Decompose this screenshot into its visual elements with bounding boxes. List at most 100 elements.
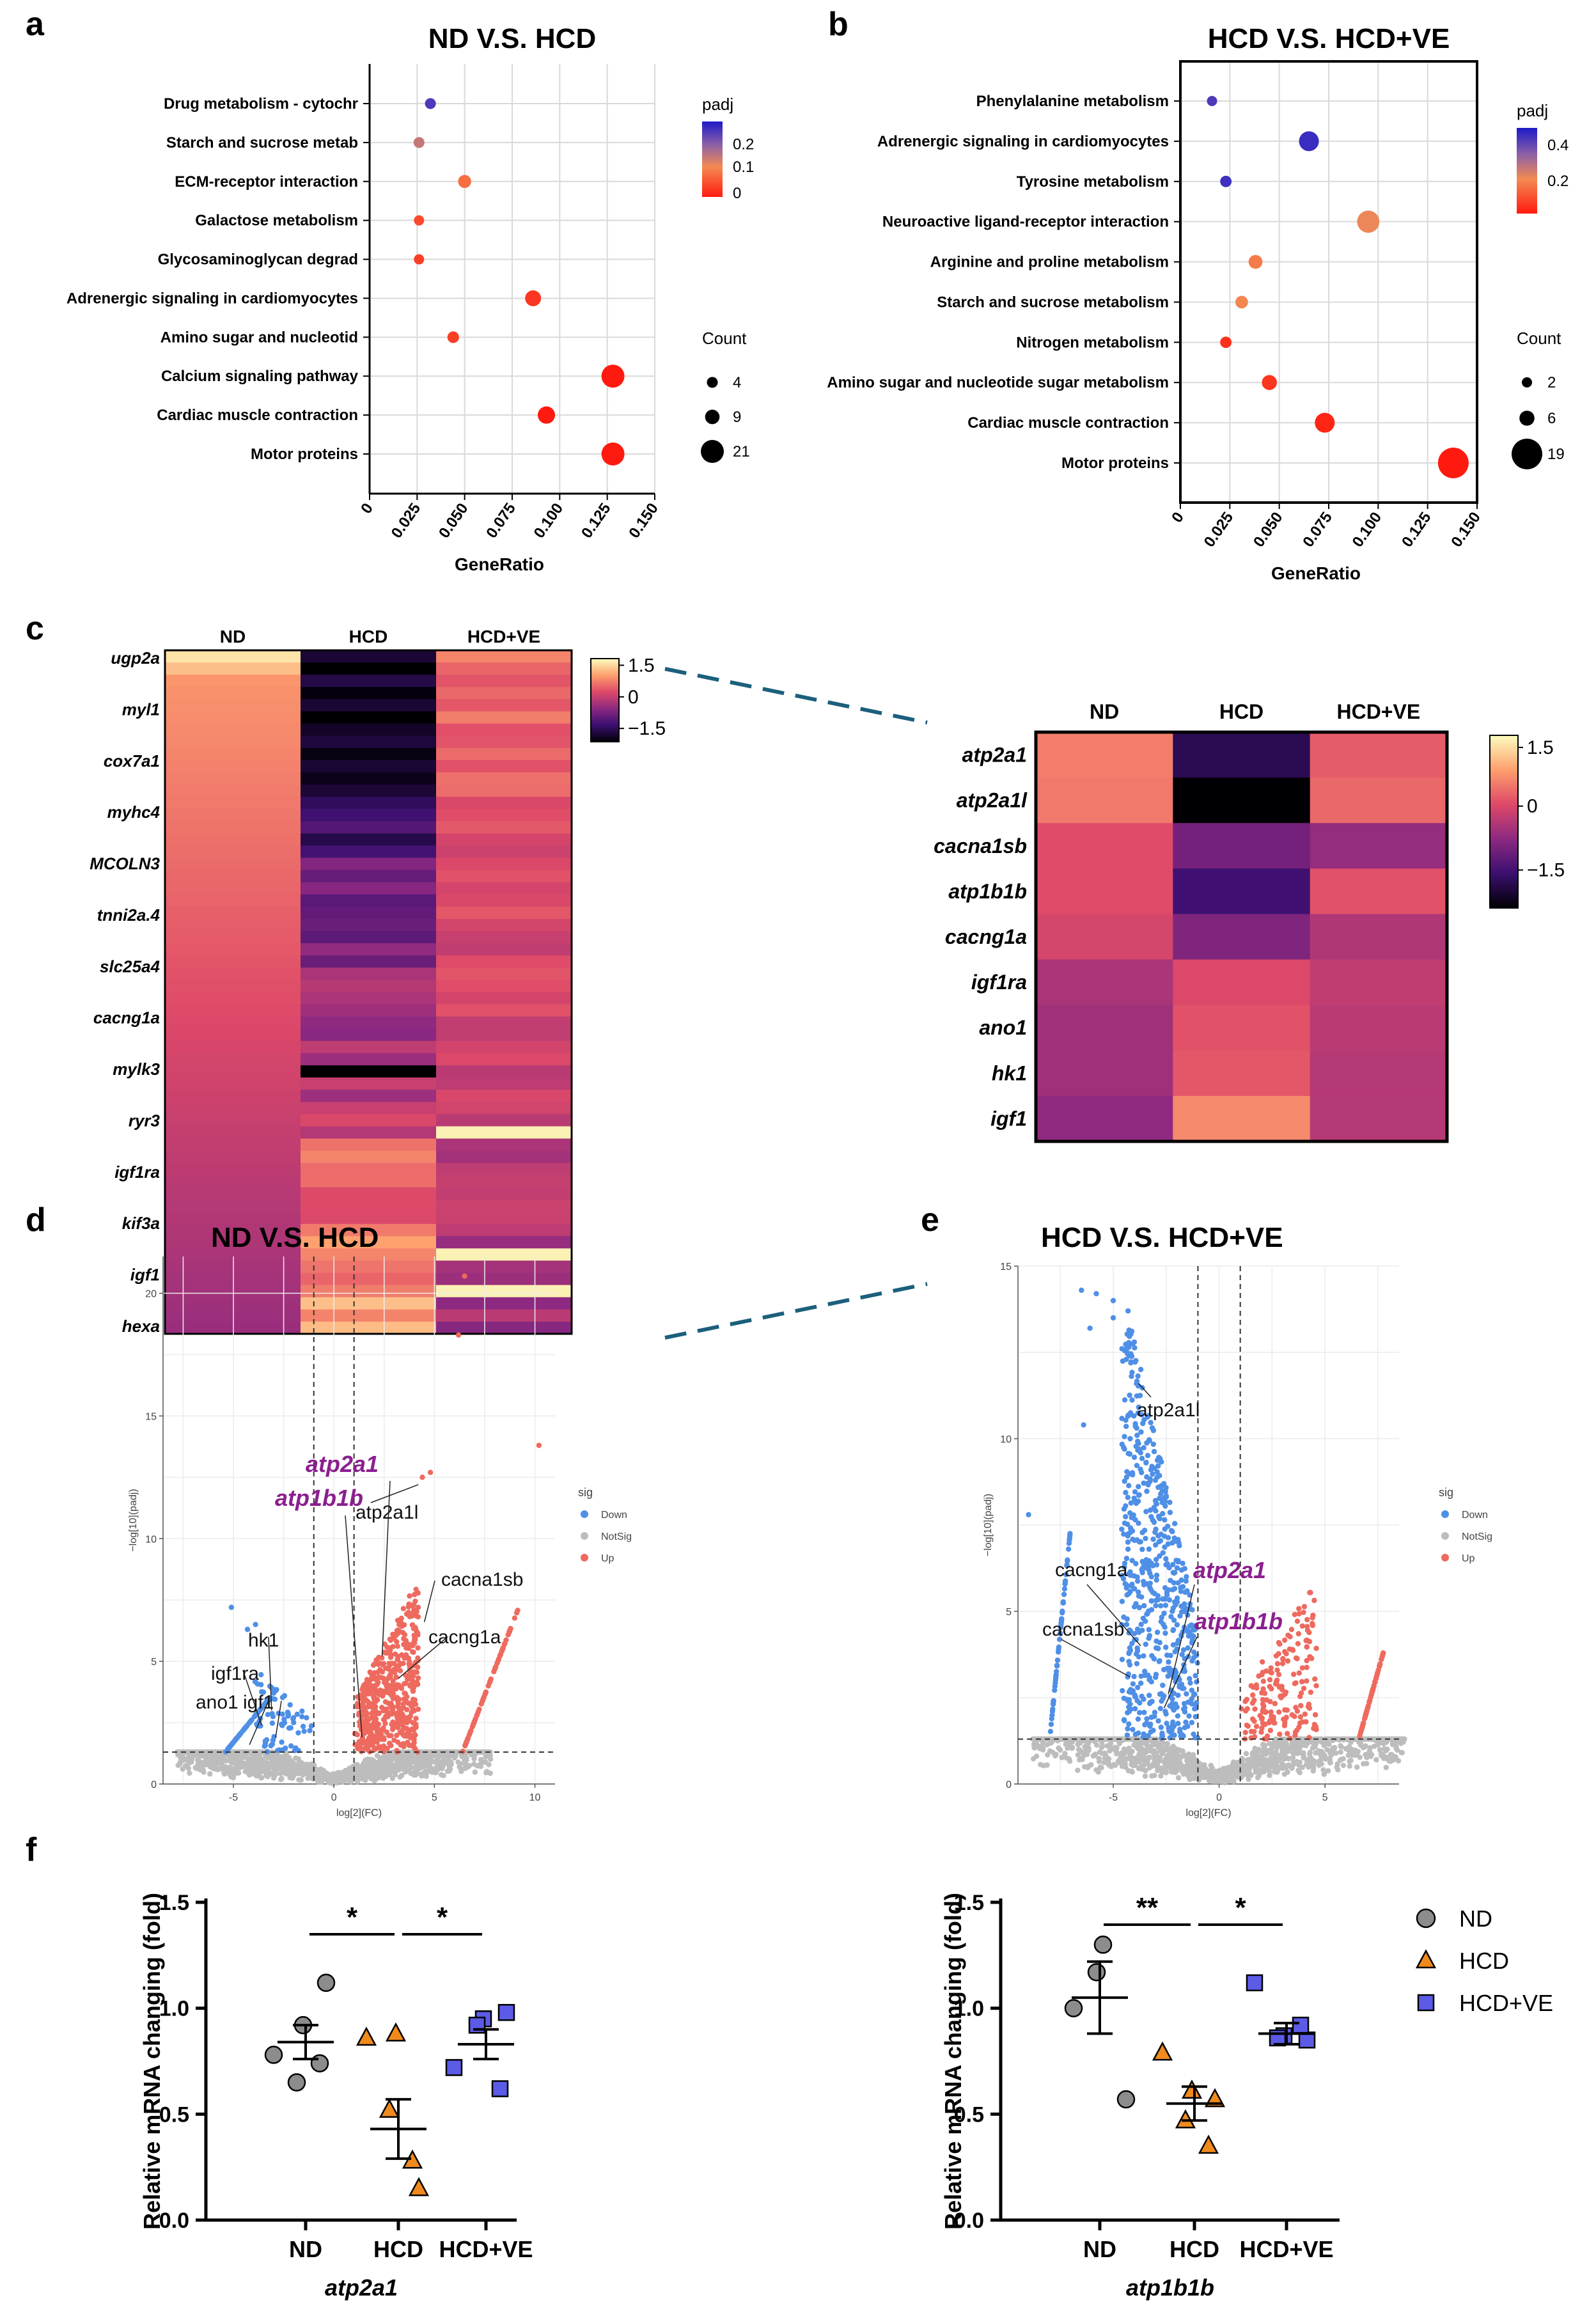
volcano-point (1169, 1759, 1175, 1765)
heatmap-cell (165, 882, 301, 895)
x-tick-label: 0.100 (1349, 509, 1386, 551)
volcano-point (249, 1765, 256, 1771)
volcano-point (1185, 1765, 1191, 1771)
color-tick-label: 0 (733, 185, 741, 202)
bubble-point (1299, 131, 1319, 152)
heatmap-cell (165, 1150, 301, 1164)
y-tick-label: 0 (151, 1780, 157, 1790)
volcano-point (206, 1760, 212, 1766)
category-label: Phenylalanine metabolism (976, 93, 1169, 110)
volcano-point (233, 1735, 239, 1742)
x-tick-label: 0.125 (578, 500, 614, 542)
bubble-point (537, 406, 556, 424)
volcano-point (352, 1731, 358, 1737)
volcano-point (394, 1696, 400, 1702)
volcano-point (462, 1761, 468, 1767)
volcano-point (276, 1710, 281, 1716)
volcano-point (1174, 1599, 1180, 1605)
volcano-point (1137, 1710, 1143, 1716)
volcano-point (253, 1622, 258, 1627)
gene-label-leader (268, 1636, 272, 1710)
volcano-point (1142, 1618, 1148, 1624)
volcano-point (1131, 1631, 1138, 1636)
heatmap-cell (301, 1126, 437, 1139)
volcano-point (1031, 1743, 1037, 1749)
volcano-point (1244, 1722, 1250, 1728)
volcano-point (1179, 1769, 1185, 1774)
legend-title: sig (578, 1486, 593, 1499)
volcano-point (1288, 1627, 1295, 1632)
x-tick-label: 5 (432, 1792, 437, 1803)
volcano-point (214, 1767, 221, 1772)
size-legend-label: 4 (733, 374, 741, 391)
heatmap-cell (301, 870, 437, 883)
gene-label-leader (398, 1636, 448, 1679)
heatmap-cell (436, 1040, 572, 1054)
volcano-point (1203, 1772, 1209, 1778)
volcano-point (1154, 1741, 1161, 1746)
volcano-point (1164, 1753, 1170, 1758)
volcano-point (1259, 1659, 1265, 1665)
volcano-point (265, 1755, 270, 1761)
heatmap-cell (165, 711, 301, 724)
volcano-point (258, 1774, 264, 1781)
volcano-point (248, 1755, 254, 1762)
heatmap-cell (165, 1236, 301, 1249)
column-label: HCD (1219, 700, 1264, 723)
volcano-point (1119, 1599, 1125, 1604)
volcano-point (1364, 1751, 1370, 1757)
volcano-point (1243, 1751, 1249, 1757)
heatmap-cell (301, 1114, 437, 1127)
heatmap-cell (1310, 914, 1448, 960)
volcano-point (428, 1755, 434, 1761)
volcano-point (270, 1690, 277, 1696)
volcano-point (411, 1744, 417, 1750)
volcano-point (1162, 1764, 1169, 1770)
volcano-point (1381, 1741, 1386, 1747)
volcano-point (1281, 1771, 1288, 1777)
heatmap-cell (436, 1065, 572, 1078)
heatmap-cell (436, 723, 572, 737)
heatmap-cell (301, 1102, 437, 1115)
volcano-point (281, 1720, 288, 1726)
volcano-point (1123, 1622, 1130, 1627)
volcano-point (258, 1671, 264, 1678)
volcano-point (247, 1718, 253, 1725)
volcano-point (1132, 1706, 1138, 1712)
volcano-point (1128, 1359, 1134, 1365)
volcano-point (483, 1770, 489, 1776)
volcano-point (1131, 1454, 1138, 1460)
volcano-point (363, 1697, 369, 1703)
legend-swatch (581, 1532, 588, 1540)
volcano-point (1157, 1553, 1162, 1559)
volcano-point (483, 1689, 489, 1695)
volcano-point (1184, 1691, 1189, 1697)
volcano-point (199, 1753, 205, 1759)
volcano-point (1084, 1736, 1090, 1742)
volcano-point (1299, 1623, 1305, 1629)
volcano-point (1245, 1769, 1251, 1774)
volcano-point (389, 1726, 396, 1732)
category-label: Nitrogen metabolism (1016, 334, 1169, 351)
volcano-point (1223, 1778, 1229, 1785)
volcano-point (1174, 1565, 1180, 1571)
bubble-point (1315, 412, 1335, 433)
volcano-point (1157, 1496, 1162, 1501)
gene-label: atp1b1b (275, 1485, 363, 1511)
volcano-point (1111, 1736, 1118, 1742)
heatmap-cell (301, 821, 437, 834)
row-label: ano1 (979, 1016, 1027, 1039)
volcano-point (412, 1772, 418, 1778)
volcano-point (1102, 1736, 1109, 1742)
heatmap-cell (1310, 1005, 1448, 1051)
row-label: atp2a1 (962, 744, 1027, 767)
volcano-point (386, 1733, 392, 1739)
volcano-point (1313, 1750, 1318, 1756)
heatmap-cell (436, 918, 572, 932)
volcano-point (297, 1768, 303, 1774)
color-tick-label: 1.5 (628, 655, 655, 676)
heatmap-cell (301, 1138, 437, 1152)
volcano-point (365, 1747, 371, 1753)
volcano-point (1354, 1750, 1360, 1757)
